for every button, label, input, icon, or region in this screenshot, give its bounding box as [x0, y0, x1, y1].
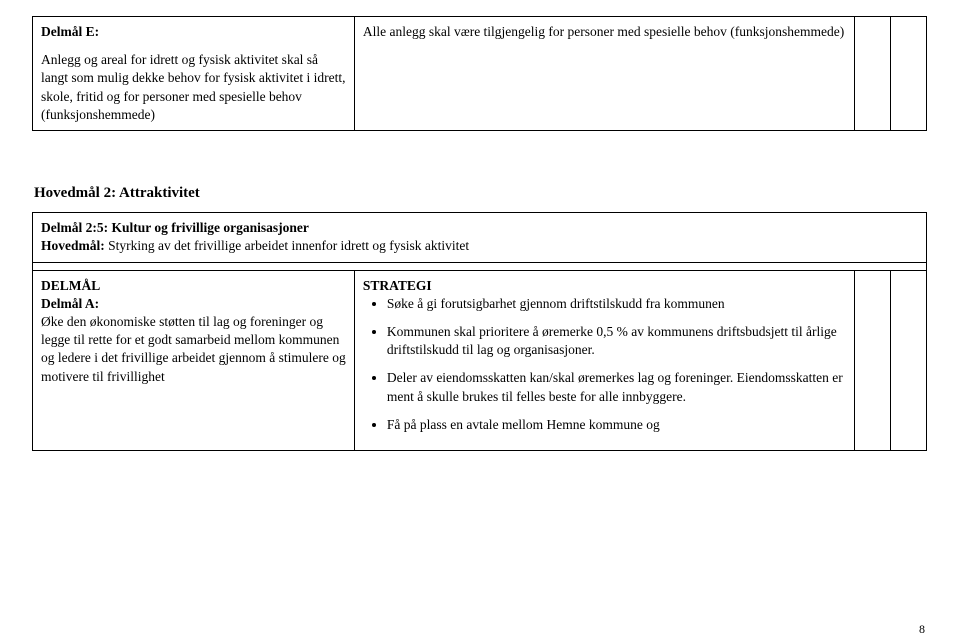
delmal-2-5-title: Delmål 2:5: Kultur og frivillige organis… — [41, 219, 918, 237]
delmal-heading: DELMÅL — [41, 277, 346, 295]
delmal-e-right-cell: Alle anlegg skal være tilgjengelig for p… — [354, 17, 855, 131]
delmal-col-left: DELMÅL Delmål A: Øke den økonomiske støt… — [33, 270, 355, 451]
list-item: Søke å gi forutsigbarhet gjennom driftst… — [387, 295, 847, 313]
delmal-e-empty-1 — [855, 17, 891, 131]
strategi-list: Søke å gi forutsigbarhet gjennom driftst… — [363, 295, 847, 434]
table-delmal-2-5: Delmål 2:5: Kultur og frivillige organis… — [32, 212, 927, 451]
delmal-2-5-header-cell: Delmål 2:5: Kultur og frivillige organis… — [33, 213, 927, 262]
page-number: 8 — [919, 622, 925, 637]
spacer-cell — [33, 262, 927, 270]
delmal-e-empty-2 — [891, 17, 927, 131]
strategi-empty-1 — [855, 270, 891, 451]
list-item: Kommunen skal prioritere å øremerke 0,5 … — [387, 323, 847, 359]
delmal-e-right-text: Alle anlegg skal være tilgjengelig for p… — [363, 23, 847, 41]
delmal-2-5-subtitle: Hovedmål: Styrking av det frivillige arb… — [41, 237, 918, 255]
hovedmal-label: Hovedmål: — [41, 238, 105, 253]
list-item: Deler av eiendomsskatten kan/skal øremer… — [387, 369, 847, 405]
table-delmal-e: Delmål E: Anlegg og areal for idrett og … — [32, 16, 927, 131]
list-item: Få på plass en avtale mellom Hemne kommu… — [387, 416, 847, 434]
strategi-empty-2 — [891, 270, 927, 451]
strategi-heading: STRATEGI — [363, 277, 847, 295]
strategi-col-right: STRATEGI Søke å gi forutsigbarhet gjenno… — [354, 270, 855, 451]
delmal-a-sub: Delmål A: — [41, 295, 346, 313]
delmal-e-title: Delmål E: — [41, 23, 346, 41]
delmal-a-body: Øke den økonomiske støtten til lag og fo… — [41, 313, 346, 386]
hovedmal-text: Styrking av det frivillige arbeidet inne… — [105, 238, 469, 253]
delmal-e-body: Anlegg og areal for idrett og fysisk akt… — [41, 51, 346, 124]
hovedmal-2-heading: Hovedmål 2: Attraktivitet — [34, 185, 927, 202]
delmal-e-left-cell: Delmål E: Anlegg og areal for idrett og … — [33, 17, 355, 131]
